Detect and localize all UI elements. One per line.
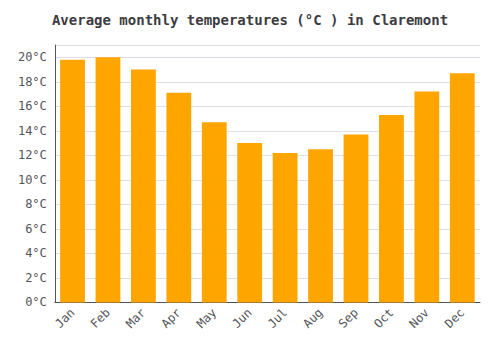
svg-text:Feb: Feb (88, 306, 113, 331)
svg-text:12°C: 12°C (18, 148, 47, 162)
svg-text:Average monthly temperatures (: Average monthly temperatures (°C ) in Cl… (52, 12, 448, 28)
svg-text:0°C: 0°C (25, 295, 47, 309)
svg-text:2°C: 2°C (25, 271, 47, 285)
svg-text:14°C: 14°C (18, 124, 47, 138)
svg-text:Aug: Aug (300, 306, 325, 331)
svg-text:Jun: Jun (229, 306, 254, 331)
svg-text:Sep: Sep (336, 306, 361, 331)
svg-text:Jan: Jan (52, 306, 77, 331)
svg-text:8°C: 8°C (25, 197, 47, 211)
svg-text:Apr: Apr (159, 306, 184, 331)
svg-text:Mar: Mar (123, 306, 148, 331)
svg-text:10°C: 10°C (18, 173, 47, 187)
svg-text:Nov: Nov (407, 306, 432, 331)
svg-text:Dec: Dec (442, 306, 467, 331)
svg-text:18°C: 18°C (18, 75, 47, 89)
svg-text:16°C: 16°C (18, 99, 47, 113)
svg-text:Jul: Jul (265, 306, 290, 331)
svg-text:4°C: 4°C (25, 246, 47, 260)
svg-text:May: May (194, 306, 219, 331)
svg-text:6°C: 6°C (25, 222, 47, 236)
svg-text:20°C: 20°C (18, 50, 47, 64)
svg-text:Oct: Oct (371, 306, 396, 331)
